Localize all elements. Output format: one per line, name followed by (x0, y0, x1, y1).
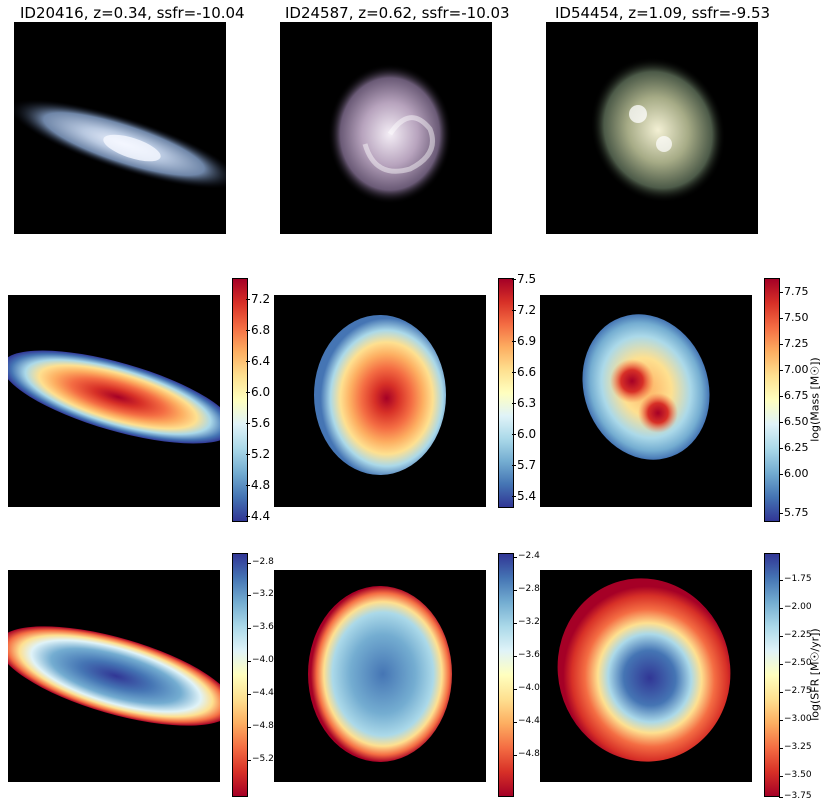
optical-image-1 (14, 22, 226, 234)
mass-tick: 7.00 (779, 363, 809, 376)
mass-tick: 5.2 (245, 447, 271, 461)
sfr-tick: −4.4 (513, 716, 540, 726)
sfr-tick: −2.8 (247, 557, 274, 567)
mass-map-3-shape (582, 314, 710, 460)
mass-tick: 7.25 (779, 337, 809, 350)
sfr-tick: −4.8 (513, 749, 540, 759)
sfr-tick: −2.8 (513, 584, 540, 594)
mass-tick: 7.75 (779, 285, 809, 298)
mass-tick: 6.50 (779, 415, 809, 428)
sfr-tick: −3.75 (779, 791, 812, 801)
mass-map-2 (274, 295, 486, 507)
sfr-tick: −4.4 (247, 688, 274, 698)
panel-title-1: ID20416, z=0.34, ssfr=-10.04 (20, 4, 245, 22)
sfr-map-3-shape (557, 578, 731, 762)
sfr-tick: −4.0 (247, 655, 274, 665)
sfr-tick: −3.2 (247, 589, 274, 599)
mass-map-1 (8, 295, 220, 507)
sfr-tick: −2.4 (513, 551, 540, 561)
edge-on-galaxy (14, 99, 226, 189)
sfr-tick: −3.50 (779, 770, 812, 780)
mass-tick: 6.00 (779, 467, 809, 480)
clumpy-galaxy (590, 57, 726, 203)
mass-map-2-shape (314, 315, 446, 475)
mass-colorbar-label: log(Mass [M☉]) (808, 357, 822, 442)
sfr-colorbar-label: log(SFR [M☉/yr]) (808, 628, 822, 721)
sfr-tick: −4.0 (513, 683, 540, 693)
sfr-colorbar-3 (764, 553, 780, 797)
sfr-map-2 (274, 570, 486, 782)
optical-image-3 (546, 22, 758, 234)
mass-tick: 6.9 (511, 334, 537, 348)
mass-tick: 6.75 (779, 389, 809, 402)
mass-tick: 4.4 (245, 509, 271, 523)
sfr-tick: −2.75 (779, 686, 812, 696)
mass-tick: 7.5 (511, 272, 537, 286)
mass-tick: 7.2 (511, 303, 537, 317)
mass-tick: 6.6 (511, 365, 537, 379)
mass-colorbar-3 (764, 278, 780, 522)
sfr-map-1-shape (8, 626, 220, 726)
sfr-tick: −3.6 (513, 650, 540, 660)
sfr-tick: −2.50 (779, 658, 812, 668)
mass-tick: 6.4 (245, 354, 271, 368)
mass-map-3 (540, 295, 752, 507)
mass-tick: 7.2 (245, 292, 271, 306)
mass-tick: 6.25 (779, 441, 809, 454)
sfr-tick: −1.75 (779, 574, 812, 584)
mass-tick: 6.0 (511, 427, 537, 441)
sfr-tick: −2.25 (779, 630, 812, 640)
sfr-map-3 (540, 570, 752, 782)
sfr-tick: −2.00 (779, 602, 812, 612)
mass-colorbar-2 (498, 278, 514, 508)
mass-tick: 5.6 (245, 416, 271, 430)
mass-tick: 5.7 (511, 458, 537, 472)
sfr-tick: −4.8 (247, 721, 274, 731)
sfr-tick: −3.00 (779, 714, 812, 724)
mass-tick: 5.4 (511, 489, 537, 503)
mass-map-1-shape (8, 350, 220, 444)
sfr-tick: −3.2 (513, 617, 540, 627)
sfr-map-2-shape (308, 586, 452, 762)
mass-tick: 6.8 (245, 323, 271, 337)
sfr-tick: −3.6 (247, 622, 274, 632)
panel-title-2: ID24587, z=0.62, ssfr=-10.03 (285, 4, 510, 22)
mass-tick: 5.75 (779, 506, 809, 519)
sfr-colorbar-1 (232, 553, 248, 797)
mass-colorbar-1 (232, 278, 248, 522)
mass-tick: 6.3 (511, 396, 537, 410)
spiral-galaxy (328, 64, 452, 204)
mass-tick: 7.50 (779, 311, 809, 324)
optical-image-2 (280, 22, 492, 234)
sfr-tick: −5.2 (247, 754, 274, 764)
sfr-colorbar-2 (498, 553, 514, 797)
sfr-tick: −3.25 (779, 742, 812, 752)
mass-tick: 4.8 (245, 478, 271, 492)
panel-title-3: ID54454, z=1.09, ssfr=-9.53 (555, 4, 771, 22)
sfr-map-1 (8, 570, 220, 782)
mass-tick: 6.0 (245, 385, 271, 399)
